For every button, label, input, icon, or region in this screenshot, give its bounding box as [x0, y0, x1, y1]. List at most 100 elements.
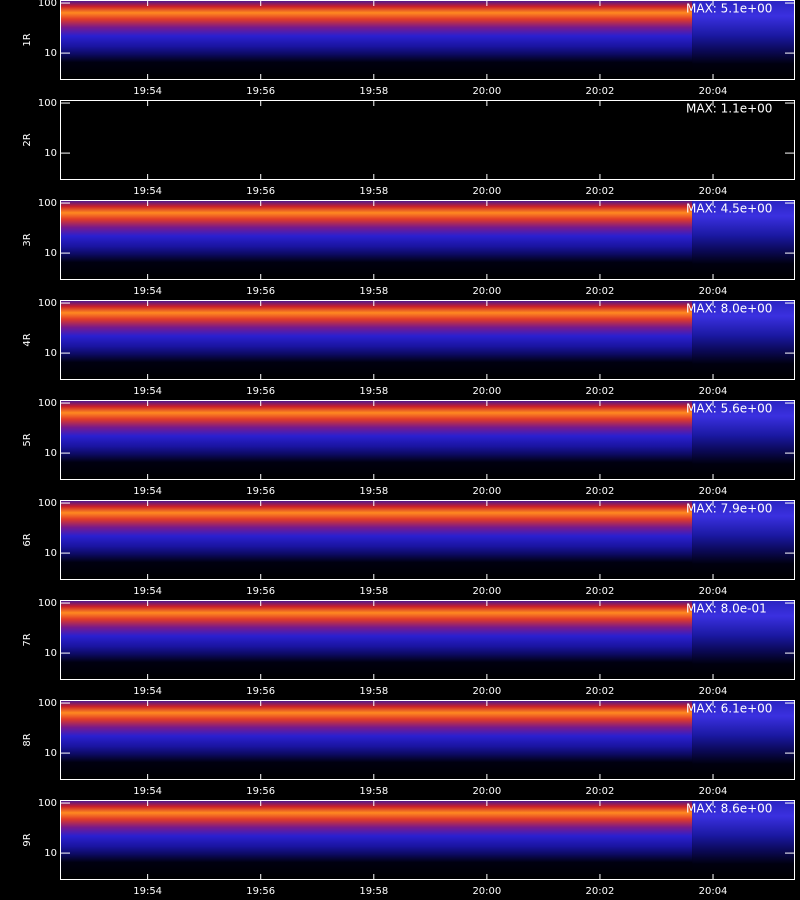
spectrogram-image — [692, 0, 795, 80]
x-tick-label: 20:02 — [586, 86, 615, 97]
panel: 10 100 19:54 19:56 19:58 20:00 20:02 20:04 2R MAX… — [22, 98, 795, 197]
y-tick-label: 10 — [44, 548, 57, 559]
x-tick-label: 20:00 — [472, 286, 501, 297]
x-tick-label: 20:00 — [472, 86, 501, 97]
y-tick-label: 10 — [44, 148, 57, 159]
x-tick-label: 19:58 — [359, 786, 388, 797]
plot-frame — [60, 700, 795, 780]
x-tick-label: 19:54 — [133, 686, 162, 697]
plot-frame — [60, 400, 795, 480]
x-tick-label: 19:58 — [359, 186, 388, 197]
y-axis-label: 6R — [22, 533, 33, 546]
spectrogram-image — [60, 700, 693, 780]
x-tick-label: 20:00 — [472, 586, 501, 597]
max-label: MAX: 1.1e+00 — [686, 102, 772, 116]
x-tick-label: 20:00 — [472, 886, 501, 897]
spectrogram-image — [692, 300, 795, 380]
y-axis-label: 1R — [22, 33, 33, 46]
y-tick-label: 100 — [38, 798, 57, 809]
panel: 10 100 19:54 19:56 19:58 20:00 20:02 20:04 6R MAX… — [22, 498, 795, 597]
x-tick-label: 20:02 — [586, 586, 615, 597]
spectrogram-image — [60, 600, 693, 680]
x-tick-label: 19:54 — [133, 486, 162, 497]
spectrogram-image — [692, 400, 795, 480]
y-tick-label: 10 — [44, 248, 57, 259]
y-tick-label: 10 — [44, 348, 57, 359]
y-tick-label: 10 — [44, 48, 57, 59]
x-tick-label: 19:56 — [246, 286, 275, 297]
panel: 10 100 19:54 19:56 19:58 20:00 20:02 20:04 9R MAX… — [22, 798, 795, 897]
x-tick-label: 19:56 — [246, 886, 275, 897]
x-tick-label: 19:56 — [246, 686, 275, 697]
spectrogram-image — [60, 200, 693, 280]
max-label: MAX: 8.6e+00 — [686, 802, 772, 816]
y-tick-label: 100 — [38, 198, 57, 209]
spectrogram-image — [60, 300, 693, 380]
x-tick-label: 20:04 — [699, 386, 728, 397]
panel: 10 100 19:54 19:56 19:58 20:00 20:02 20:04 3R MAX… — [22, 198, 795, 297]
panel: 10 100 19:54 19:56 19:58 20:00 20:02 20:04 7R MAX… — [22, 598, 795, 697]
max-label: MAX: 7.9e+00 — [686, 502, 772, 516]
y-axis-label: 8R — [22, 733, 33, 746]
x-tick-label: 20:04 — [699, 286, 728, 297]
spectrogram-image — [60, 800, 693, 880]
x-tick-label: 20:00 — [472, 186, 501, 197]
plot-frame — [60, 100, 795, 180]
x-tick-label: 20:00 — [472, 486, 501, 497]
spectrogram-image — [692, 800, 795, 880]
y-axis-label: 2R — [22, 133, 33, 146]
plot-frame — [60, 800, 795, 880]
x-tick-label: 19:58 — [359, 686, 388, 697]
spectrogram-image — [692, 600, 795, 680]
plot-frame — [60, 500, 795, 580]
spectrogram-image — [692, 500, 795, 580]
y-axis-label: 4R — [22, 333, 33, 346]
y-tick-label: 10 — [44, 648, 57, 659]
x-tick-label: 19:56 — [246, 786, 275, 797]
x-tick-label: 19:58 — [359, 386, 388, 397]
y-axis-label: 5R — [22, 433, 33, 446]
x-tick-label: 19:58 — [359, 886, 388, 897]
spectrogram-image — [60, 500, 693, 580]
x-tick-label: 19:56 — [246, 386, 275, 397]
x-tick-label: 20:02 — [586, 786, 615, 797]
x-tick-label: 19:54 — [133, 86, 162, 97]
x-tick-label: 19:54 — [133, 786, 162, 797]
y-tick-label: 100 — [38, 98, 57, 109]
y-tick-label: 100 — [38, 0, 57, 9]
x-tick-label: 19:54 — [133, 186, 162, 197]
x-tick-label: 20:04 — [699, 786, 728, 797]
x-tick-label: 20:02 — [586, 386, 615, 397]
x-tick-label: 19:56 — [246, 586, 275, 597]
y-tick-label: 100 — [38, 498, 57, 509]
y-tick-label: 10 — [44, 848, 57, 859]
plot-frame — [60, 0, 795, 80]
x-tick-label: 19:56 — [246, 86, 275, 97]
y-tick-label: 100 — [38, 598, 57, 609]
x-tick-label: 20:02 — [586, 286, 615, 297]
x-tick-label: 19:58 — [359, 486, 388, 497]
spectrogram-image — [60, 400, 693, 480]
plot-frame — [60, 600, 795, 680]
x-tick-label: 19:54 — [133, 386, 162, 397]
x-tick-label: 20:02 — [586, 886, 615, 897]
x-tick-label: 20:04 — [699, 186, 728, 197]
x-tick-label: 20:04 — [699, 886, 728, 897]
x-tick-label: 20:00 — [472, 386, 501, 397]
y-tick-label: 100 — [38, 698, 57, 709]
max-label: MAX: 4.5e+00 — [686, 202, 772, 216]
y-tick-label: 10 — [44, 748, 57, 759]
max-label: MAX: 5.6e+00 — [686, 402, 772, 416]
y-tick-label: 10 — [44, 448, 57, 459]
y-axis-label: 7R — [22, 633, 33, 646]
y-axis-label: 3R — [22, 233, 33, 246]
x-tick-label: 20:04 — [699, 686, 728, 697]
x-tick-label: 20:00 — [472, 786, 501, 797]
x-tick-label: 20:04 — [699, 86, 728, 97]
x-tick-label: 20:00 — [472, 686, 501, 697]
panel: 10 100 19:54 19:56 19:58 20:00 20:02 20:04 4R MAX… — [22, 298, 795, 397]
spectrogram-image — [692, 200, 795, 280]
plot-frame — [60, 300, 795, 380]
max-label: MAX: 5.1e+00 — [686, 2, 772, 16]
